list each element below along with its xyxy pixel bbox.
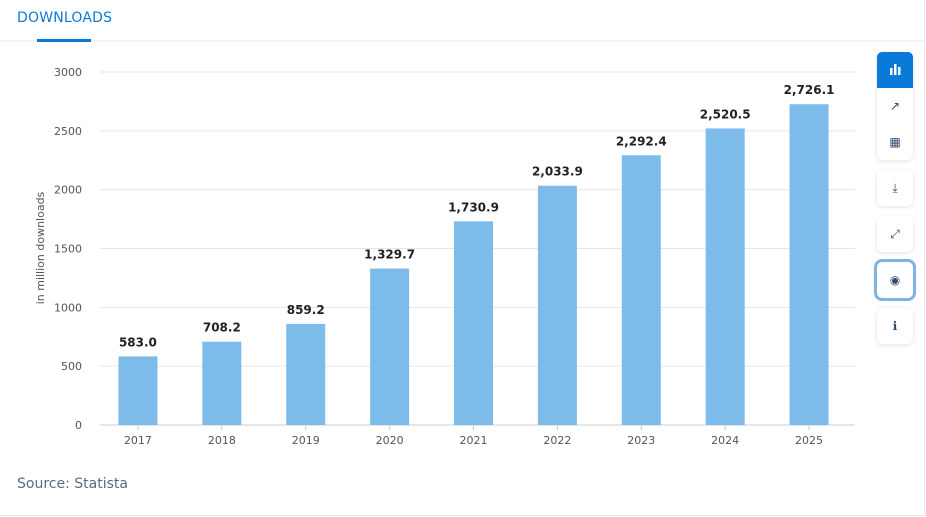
x-tick-label: 2017 (124, 434, 152, 447)
data-label: 1,730.9 (448, 200, 499, 214)
x-tick-label: 2024 (711, 434, 739, 447)
data-label: 2,726.1 (784, 83, 835, 97)
chart-toolbar: ↗ ▦ ⤓ ⤢ ◉ ℹ (874, 52, 916, 354)
data-label: 1,329.7 (364, 248, 415, 262)
y-tick-label: 3000 (54, 66, 82, 79)
y-axis-label: in million downloads (34, 191, 47, 304)
bar (705, 128, 745, 425)
trend-icon: ↗ (889, 99, 901, 113)
fullscreen-button[interactable]: ⤢ (877, 216, 913, 252)
bar (454, 221, 493, 425)
data-label: 2,520.5 (700, 107, 751, 121)
bar (537, 185, 577, 425)
bar (621, 155, 661, 426)
bar (286, 323, 326, 425)
tab-active-indicator (37, 39, 91, 42)
bar-chart-icon (889, 63, 901, 78)
data-label: 2,292.4 (616, 134, 667, 148)
x-tick-label: 2023 (627, 434, 655, 447)
info-button[interactable]: ℹ (877, 308, 913, 344)
y-tick-label: 500 (61, 360, 82, 373)
x-tick-label: 2025 (795, 434, 823, 447)
bar-chart: 0 500 1000 1500 2000 2500 3000 in million downl… (34, 66, 855, 447)
eye-slash-icon: ◉ (889, 273, 901, 287)
source-text: Source: Statista (17, 476, 128, 492)
data-label: 708.2 (203, 321, 241, 335)
y-tick-label: 0 (75, 419, 82, 432)
y-tick-label: 2000 (54, 184, 82, 197)
download-button[interactable]: ⤓ (877, 170, 913, 206)
y-tick-label: 1000 (54, 301, 82, 314)
y-tick-label: 1500 (54, 243, 82, 256)
bar (202, 341, 242, 425)
y-tick-label: 2500 (54, 125, 82, 138)
x-tick-label: 2020 (376, 434, 404, 447)
x-tick-label: 2019 (292, 434, 320, 447)
bar (118, 356, 158, 425)
info-icon: ℹ (892, 319, 898, 333)
data-label: 583.0 (119, 335, 157, 349)
table-icon: ▦ (889, 135, 901, 149)
x-tick-label: 2021 (460, 434, 488, 447)
x-tick-label: 2018 (208, 434, 236, 447)
data-label: 859.2 (287, 303, 325, 317)
bar (789, 104, 829, 426)
trend-button[interactable]: ↗ (877, 88, 913, 124)
hide-button[interactable]: ◉ (874, 259, 916, 301)
bar (370, 268, 410, 425)
tab-downloads[interactable]: DOWNLOADS (17, 10, 113, 26)
table-button[interactable]: ▦ (877, 124, 913, 160)
expand-icon: ⤢ (890, 226, 900, 241)
data-label: 2,033.9 (532, 165, 583, 179)
tab-bar: DOWNLOADS (0, 0, 924, 42)
download-icon: ⤓ (892, 180, 898, 195)
x-tick-label: 2022 (543, 434, 571, 447)
bar-chart-button[interactable] (877, 52, 913, 88)
